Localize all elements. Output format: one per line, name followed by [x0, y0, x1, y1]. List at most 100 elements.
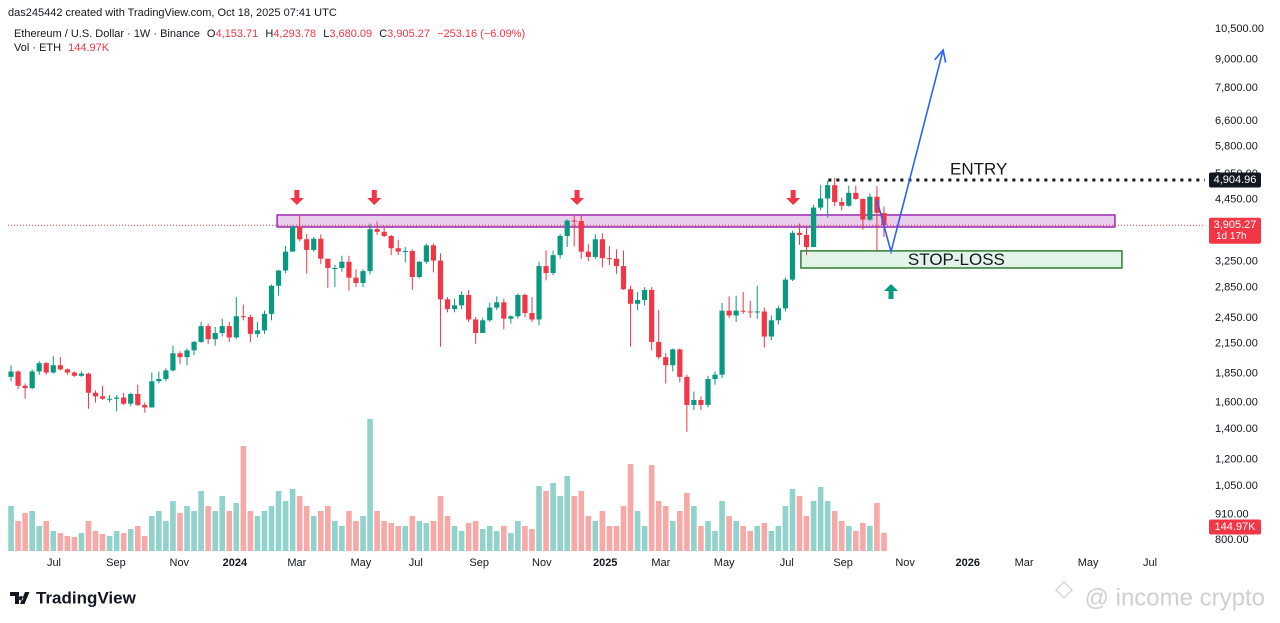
x-tick-label: Jul: [47, 557, 61, 569]
volume-bar: [134, 526, 141, 551]
candle-body: [163, 370, 169, 380]
candle-body: [846, 192, 852, 206]
volume-bar: [810, 501, 817, 551]
candle-body: [360, 271, 366, 284]
x-tick-label: Jul: [409, 557, 423, 569]
x-tick-label: May: [1078, 557, 1099, 569]
volume-bar: [127, 529, 134, 551]
volume-bar: [205, 506, 211, 551]
candle-body: [261, 313, 268, 331]
volume-bar: [254, 516, 261, 551]
candle-body: [670, 349, 676, 366]
volume-bar: [64, 536, 71, 551]
candle-body: [571, 220, 577, 222]
candle-body: [789, 232, 796, 280]
volume-bar: [465, 523, 472, 551]
volume-bar: [860, 523, 866, 551]
candle-body: [642, 289, 648, 301]
candle-body: [43, 363, 49, 373]
x-tick-label: Mar: [1015, 557, 1034, 569]
volume-bar: [423, 523, 430, 551]
volume-bar: [592, 521, 599, 551]
candle-body: [768, 320, 774, 337]
candle-body: [705, 379, 711, 405]
x-tick-label: Nov: [170, 557, 190, 569]
volume-bar: [240, 446, 247, 551]
candle-body: [599, 239, 605, 259]
volume-bar: [845, 526, 852, 551]
y-tick-label: 7,800.00: [1215, 82, 1258, 94]
logo-icon: [10, 592, 30, 604]
y-tick-label: 9,000.00: [1215, 53, 1258, 65]
y-tick-label: 1,600.00: [1215, 396, 1258, 408]
volume-bar: [106, 536, 113, 551]
volume-bar: [719, 501, 725, 551]
volume-bar: [184, 506, 190, 551]
last-price-label: 3,905.27: [1214, 219, 1257, 231]
candle-body: [304, 239, 310, 250]
volume-bar: [289, 489, 296, 551]
price-axis-bg: [1205, 0, 1280, 575]
volume-bar: [536, 486, 542, 551]
volume-bar: [339, 526, 345, 551]
volume-bar: [226, 511, 233, 551]
candle-body: [156, 379, 162, 382]
candle-body: [656, 341, 662, 358]
volume-bar: [747, 531, 754, 551]
volume-bar: [15, 521, 21, 551]
volume-bar: [684, 493, 690, 551]
candle-body: [444, 299, 451, 310]
x-tick-label: Jul: [780, 557, 794, 569]
ohlc-value: 4,293.78: [273, 28, 316, 40]
volume-layer: [8, 419, 887, 551]
volume-bar: [472, 521, 479, 551]
candle-body: [543, 266, 549, 274]
candle-body: [458, 294, 465, 306]
candle-body: [754, 311, 760, 313]
candle-body: [494, 302, 500, 308]
candles-layer: [8, 177, 1205, 432]
volume-bar: [219, 496, 226, 551]
candle-body: [78, 373, 85, 376]
candle-body: [430, 245, 437, 261]
entry-price-box: [1209, 172, 1261, 188]
volume-bar: [740, 526, 746, 551]
volume-bar: [557, 496, 563, 551]
volume-title: Vol · ETH: [14, 42, 61, 54]
candle-body: [536, 266, 542, 320]
volume-bar: [641, 526, 648, 551]
candle-body: [740, 310, 746, 312]
y-tick-label: 4,450.00: [1215, 193, 1258, 205]
volume-bar: [655, 501, 662, 551]
candle-body: [451, 305, 458, 310]
candle-body: [501, 302, 507, 319]
candle-body: [290, 226, 296, 252]
candle-body: [564, 220, 570, 237]
x-tick-label: Sep: [106, 557, 126, 569]
x-tick-label: May: [351, 557, 372, 569]
volume-bar: [571, 496, 578, 551]
volume-bar: [698, 526, 704, 551]
candle-body: [867, 196, 873, 220]
volume-bar: [599, 511, 606, 551]
volume-bar: [395, 526, 402, 551]
x-tick-label: Mar: [287, 557, 306, 569]
volume-bar: [550, 483, 556, 551]
volume-bar: [578, 491, 585, 551]
volume-bar: [634, 511, 641, 551]
change: −253.16 (−6.09%): [437, 28, 525, 40]
candle-body: [8, 371, 14, 377]
candle-body: [818, 198, 824, 208]
candle-body: [487, 307, 493, 321]
candle-body: [212, 333, 218, 340]
volume-bar: [353, 521, 359, 551]
candle-body: [114, 397, 120, 399]
volume-bar: [508, 533, 514, 551]
volume-bar: [458, 531, 465, 551]
candle-body: [254, 330, 261, 334]
volume-bar: [768, 531, 775, 551]
volume-bar: [613, 526, 620, 551]
candle-body: [627, 289, 634, 304]
candle-body: [198, 326, 204, 342]
volume-bar: [627, 464, 634, 551]
